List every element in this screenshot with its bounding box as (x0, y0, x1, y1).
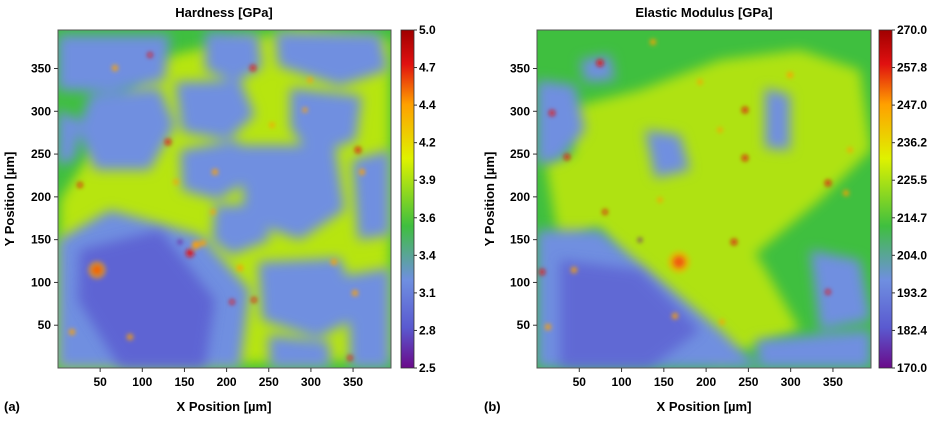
panel-a-colorbar-tick-label: 2.8 (419, 323, 436, 337)
panel-a-colorbar (400, 29, 415, 369)
panel-b-y-tick-label: 250 (510, 147, 530, 161)
panel-b-colorbar-tick-label: 236.2 (897, 136, 927, 150)
panel-a-y-tick-label: 350 (31, 62, 51, 76)
panel-a-y-tick-label: 50 (38, 318, 52, 332)
panel-b-y-tick-label: 350 (510, 62, 530, 76)
panel-a-y-ticks: 50 100 150 200 250 300 350 (31, 62, 58, 332)
panel-b-colorbar-tick-label: 247.0 (897, 98, 927, 112)
panel-b-x-tick-label: 50 (573, 375, 587, 389)
panel-b-x-tick-label: 250 (738, 375, 758, 389)
panel-b-colorbar-tick-label: 182.4 (897, 323, 927, 337)
panel-a-colorbar-tick-label: 3.9 (419, 173, 436, 187)
panel-b-colorbar-tick-label: 257.8 (897, 61, 927, 75)
panel-b-x-tick-label: 350 (823, 375, 843, 389)
panel-a-colorbar-tick-label: 3.4 (419, 248, 436, 262)
panel-a-x-tick-label: 250 (259, 375, 279, 389)
panel-b-y-tick-label: 150 (510, 233, 530, 247)
panel-a-title: Hardness [GPa] (175, 5, 273, 20)
panel-b-colorbar (878, 29, 893, 369)
panel-b-xlabel: X Position [µm] (657, 399, 752, 414)
panel-b-colorbar-tick-label: 270.0 (897, 23, 927, 37)
panel-b-y-tick-label: 200 (510, 190, 530, 204)
panel-b-x-tick-label: 300 (781, 375, 801, 389)
panel-b-y-ticks: 50 100 150 200 250 300 350 (510, 62, 537, 332)
panel-b-y-tick-label: 300 (510, 104, 530, 118)
panel-a-x-tick-label: 50 (93, 375, 107, 389)
panel-a-colorbar-tick-label: 4.2 (419, 136, 436, 150)
panel-a-colorbar-tick-label: 2.5 (419, 361, 436, 375)
panel-a-label: (a) (4, 399, 20, 414)
panel-b-x-tick-label: 150 (654, 375, 674, 389)
panel-a-ylabel: Y Position [µm] (2, 152, 17, 247)
panel-a-x-tick-label: 350 (343, 375, 363, 389)
panel-a-y-tick-label: 300 (31, 104, 51, 118)
panel-b-title: Elastic Modulus [GPa] (635, 5, 772, 20)
panel-a-x-tick-label: 100 (132, 375, 152, 389)
panel-a-x-tick-label: 300 (301, 375, 321, 389)
panel-a-plot-frame (57, 29, 392, 369)
panel-b-ylabel: Y Position [µm] (482, 152, 497, 247)
panel-b-colorbar-tick-label: 225.5 (897, 173, 927, 187)
panel-b: Elastic Modulus [GPa] (482, 5, 927, 414)
panel-b-x-ticks: 50 100 150 200 250 300 350 (573, 368, 843, 389)
panel-a-x-tick-label: 150 (174, 375, 194, 389)
panel-a-x-tick-label: 200 (217, 375, 237, 389)
panel-b-colorbar-tick-label: 193.2 (897, 286, 927, 300)
panel-b-x-tick-label: 200 (696, 375, 716, 389)
panel-b-heatmap (537, 30, 871, 368)
panel-a-y-tick-label: 150 (31, 233, 51, 247)
panel-a-colorbar-tick-label: 5.0 (419, 23, 436, 37)
panel-b-y-tick-label: 50 (517, 318, 531, 332)
panel-a-y-tick-label: 250 (31, 147, 51, 161)
panel-a-heatmap (58, 30, 391, 368)
panel-b-label: (b) (484, 399, 501, 414)
panel-a-colorbar-ticks: 5.0 4.7 4.4 4.2 3.9 3.6 3.4 3.1 2.8 2.5 (414, 23, 436, 375)
panel-a-x-ticks: 50 100 150 200 250 300 350 (93, 368, 363, 389)
panel-a-colorbar-tick-label: 3.1 (419, 286, 436, 300)
panel-b-plot-frame (536, 29, 872, 369)
panel-a-colorbar-tick-label: 3.6 (419, 211, 436, 225)
panel-a-colorbar-tick-label: 4.7 (419, 61, 436, 75)
panel-b-colorbar-ticks: 270.0 257.8 247.0 236.2 225.5 214.7 204.0 193.2… (892, 23, 927, 375)
panel-a-y-tick-label: 100 (31, 275, 51, 289)
panel-b-colorbar-tick-label: 170.0 (897, 361, 927, 375)
panel-a-xlabel: X Position [µm] (177, 399, 272, 414)
panel-a-y-tick-label: 200 (31, 190, 51, 204)
panel-a-colorbar-tick-label: 4.4 (419, 98, 436, 112)
panel-b-colorbar-tick-label: 214.7 (897, 211, 927, 225)
panel-a: Hardness [GPa] (2, 5, 436, 414)
panel-b-x-tick-label: 100 (612, 375, 632, 389)
panel-b-y-tick-label: 100 (510, 275, 530, 289)
panel-b-colorbar-tick-label: 204.0 (897, 248, 927, 262)
